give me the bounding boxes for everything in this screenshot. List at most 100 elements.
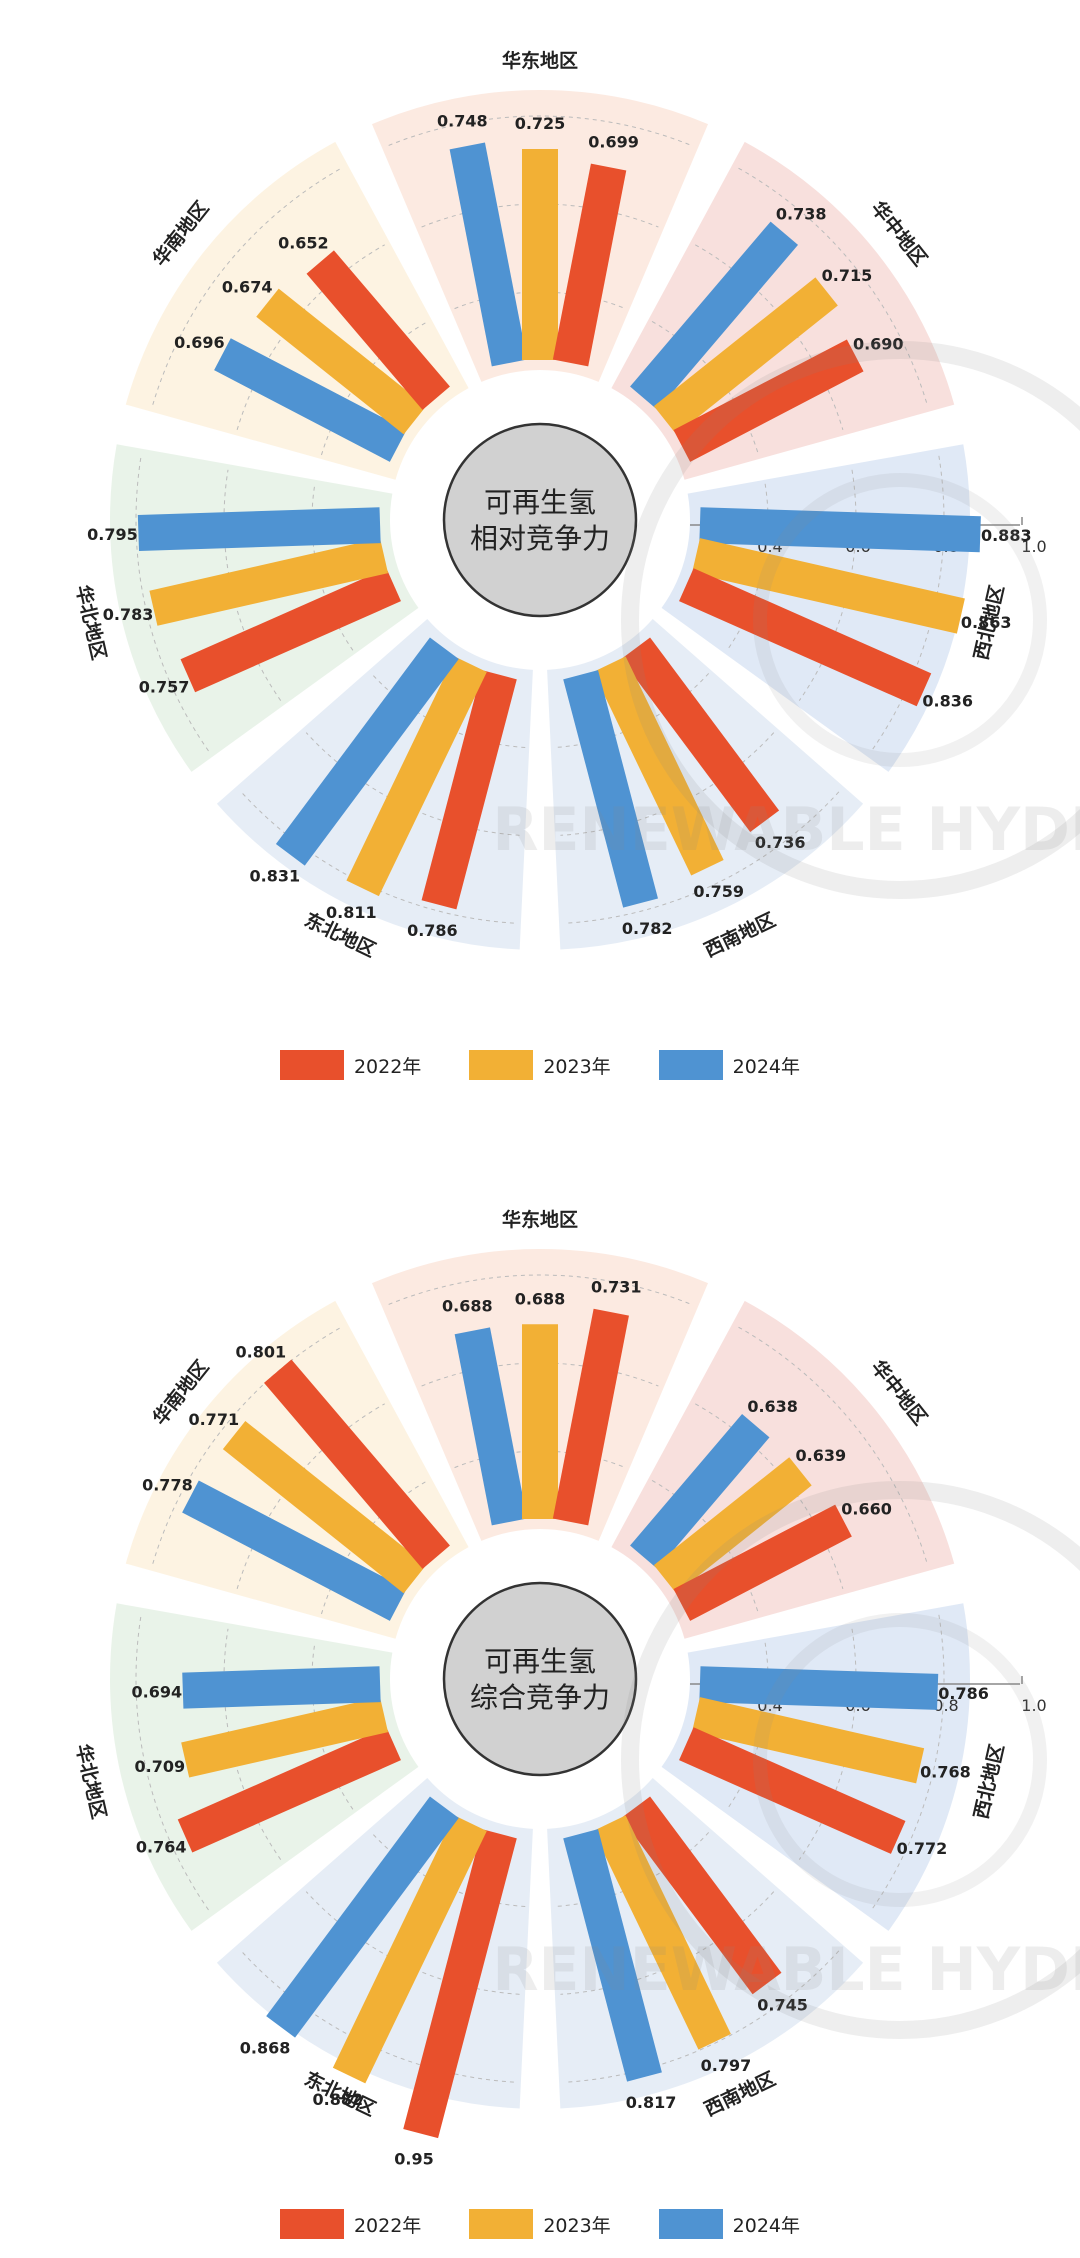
gridline: [152, 167, 342, 405]
legend-item-2023: 2023年: [469, 2209, 611, 2239]
data-label: 0.801: [236, 1342, 287, 1361]
legend-item-2023: 2023年: [469, 1050, 611, 1080]
legend-swatch-2024: [658, 1050, 723, 1080]
bar-2023: [691, 1697, 925, 1784]
data-label: 0.768: [920, 1763, 971, 1782]
data-label: 0.868: [240, 2039, 291, 2058]
bar-2024: [275, 637, 459, 866]
region-label: 华东地区: [502, 49, 578, 72]
bar-2022: [621, 637, 780, 833]
bar-2022: [679, 1727, 906, 1854]
region-label: 华北地区: [71, 1742, 110, 1821]
region-label: 华东地区: [502, 1208, 578, 1231]
gridline: [454, 1450, 626, 1469]
data-label: 0.660: [841, 1499, 892, 1518]
data-label: 0.694: [132, 1682, 183, 1701]
legend-label-2024: 2024年: [732, 1055, 801, 1078]
gridline: [311, 483, 354, 651]
data-label: 0.786: [938, 1684, 989, 1703]
gridline: [320, 1479, 429, 1615]
data-label: 0.811: [326, 903, 377, 922]
data-label: 0.639: [796, 1446, 847, 1465]
data-label: 0.786: [407, 921, 458, 940]
bar-2023: [332, 1815, 487, 2084]
data-label: 0.757: [139, 677, 190, 696]
gridline: [320, 320, 429, 456]
bar-2024: [182, 1666, 381, 1709]
comprehensive-competitiveness-chart: 0.40.60.81.00.6880.6880.731华东地区0.6380.63…: [0, 1129, 1080, 2258]
legend: 2022年 2023年 2024年: [0, 2209, 1080, 2239]
data-label: 0.745: [757, 1995, 808, 2014]
bar-2023: [593, 1815, 731, 2050]
data-label: 0.778: [142, 1475, 193, 1494]
bar-2022: [403, 1829, 517, 2139]
data-label: 0.782: [622, 919, 673, 938]
legend-swatch-2023: [469, 2209, 534, 2239]
data-label: 0.699: [588, 133, 639, 152]
bar-2024: [630, 1414, 770, 1569]
bar-2023: [522, 149, 558, 360]
gridline: [370, 1832, 526, 1908]
data-label: 0.696: [174, 333, 225, 352]
region-label: 西南地区: [701, 908, 779, 962]
center-circle: [442, 1581, 638, 1777]
center-circle: [442, 422, 638, 618]
bar-2023: [256, 288, 427, 435]
bar-2023: [522, 1324, 558, 1519]
bar-2024: [563, 670, 658, 908]
data-label: 0.783: [103, 605, 154, 624]
bar-2023: [593, 656, 724, 876]
bar-2023: [181, 1697, 389, 1778]
data-label: 0.709: [135, 1757, 186, 1776]
legend-item-2024: 2024年: [658, 2209, 800, 2239]
gridline: [135, 455, 209, 752]
data-label: 0.764: [136, 1838, 187, 1857]
data-label: 0.771: [188, 1410, 239, 1429]
data-label: 0.690: [853, 334, 904, 353]
bar-2022: [180, 568, 401, 693]
legend-label-2023: 2023年: [543, 2214, 611, 2237]
gridline: [871, 1614, 945, 1911]
data-label: 0.731: [591, 1278, 642, 1297]
bar-2022: [306, 250, 450, 410]
data-label: 0.759: [693, 882, 744, 901]
legend-swatch-2024: [658, 2209, 723, 2239]
data-label: 0.831: [250, 867, 301, 886]
gridline: [566, 1950, 840, 2083]
region-label: 西北地区: [969, 1742, 1008, 1821]
legend-label-2022: 2022年: [353, 1055, 422, 1078]
axis-tick-label: 1.0: [1021, 537, 1046, 556]
data-label: 0.738: [776, 204, 827, 223]
bar-2022: [673, 1504, 852, 1621]
data-label: 0.674: [222, 277, 273, 296]
gridline: [726, 483, 769, 651]
data-label: 0.638: [747, 1397, 798, 1416]
radial-bar-chart-svg: 0.40.60.81.00.6880.6880.731华东地区0.6380.63…: [71, 1208, 1046, 2169]
bar-2022: [177, 1727, 401, 1853]
gridline: [726, 1642, 769, 1810]
bar-2023: [653, 277, 838, 435]
legend-item-2022: 2022年: [279, 2209, 421, 2239]
bar-2024: [182, 1480, 407, 1621]
axis-tick-label: 0.8: [933, 1696, 958, 1715]
gridline: [738, 1326, 928, 1564]
data-label: 0.836: [922, 691, 973, 710]
bar-2022: [421, 670, 517, 910]
center-title: 可再生氢: [484, 1645, 596, 1678]
data-label: 0.772: [897, 1839, 948, 1858]
axis-tick-label: 1.0: [1021, 1696, 1046, 1715]
data-label: 0.882: [313, 2090, 364, 2109]
legend-label-2023: 2023年: [543, 1055, 611, 1078]
radial-bar-chart-svg: 0.40.60.81.00.7480.7250.699华东地区0.7380.71…: [71, 49, 1046, 962]
bar-2023: [691, 538, 965, 634]
bar-2024: [266, 1796, 459, 2038]
bar-2024: [630, 221, 799, 410]
data-label: 0.95: [394, 2150, 433, 2169]
gridline: [454, 291, 626, 310]
data-label: 0.736: [755, 833, 806, 852]
bar-2022: [673, 339, 864, 462]
bar-2022: [621, 1796, 782, 1995]
gridline: [135, 1614, 209, 1911]
center-title: 相对竞争力: [470, 522, 610, 555]
gridline: [388, 115, 692, 146]
